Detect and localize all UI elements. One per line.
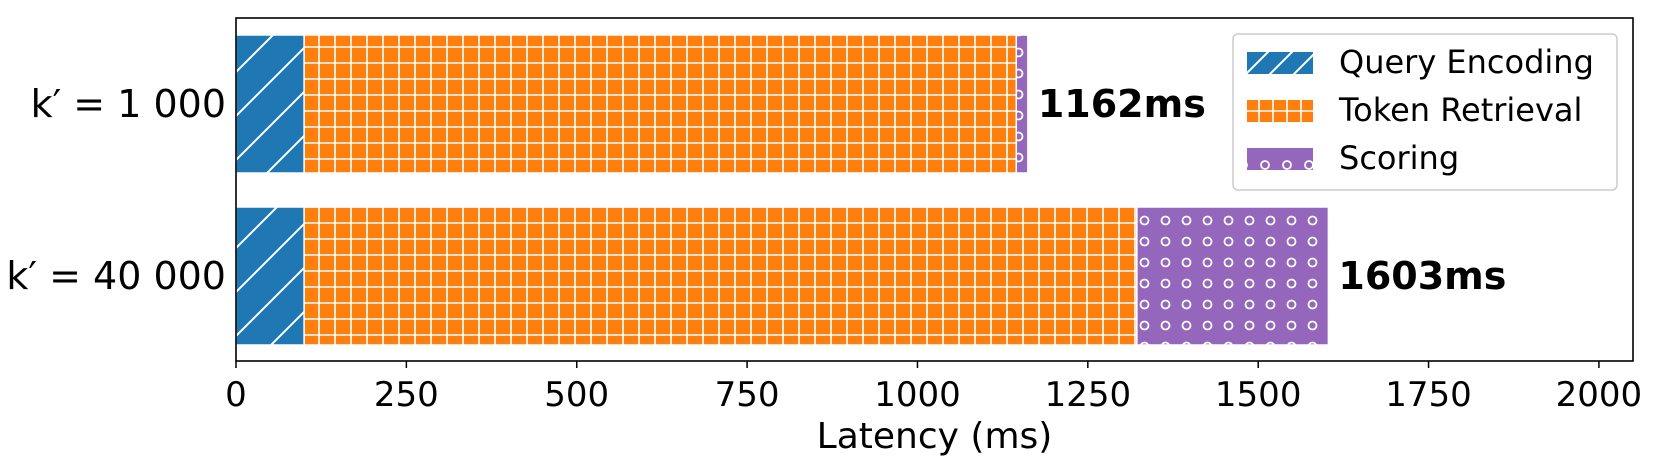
x-tick-label-7: 1750 bbox=[1385, 375, 1472, 415]
legend: Query Encoding Token Retrieval Scoring bbox=[1232, 33, 1618, 191]
legend-label-query-encoding: Query Encoding bbox=[1339, 43, 1594, 81]
bar-query-encoding-1 bbox=[235, 206, 305, 346]
legend-swatch-token-retrieval bbox=[1247, 100, 1313, 122]
legend-swatch-scoring bbox=[1247, 148, 1313, 170]
bar-scoring-0 bbox=[1015, 34, 1029, 174]
legend-swatch-query-encoding bbox=[1247, 52, 1313, 74]
bar-token-retrieval-1 bbox=[303, 206, 1138, 346]
total-label-1: 1603ms bbox=[1338, 254, 1506, 298]
bar-query-encoding-0 bbox=[235, 34, 305, 174]
category-label-0: k′ = 1 000 bbox=[31, 82, 226, 126]
legend-frame bbox=[1232, 33, 1618, 191]
legend-items: Query Encoding Token Retrieval Scoring bbox=[1247, 43, 1594, 177]
x-tick-label-6: 1500 bbox=[1215, 375, 1302, 415]
x-tick-label-2: 500 bbox=[544, 375, 609, 415]
total-labels: 1162ms 1603ms bbox=[1038, 82, 1507, 298]
category-label-1: k′ = 40 000 bbox=[6, 254, 226, 298]
bar-token-retrieval-0 bbox=[303, 34, 1018, 174]
x-axis-ticks: 0 250 500 750 1000 1250 1500 1750 2000 bbox=[225, 361, 1642, 415]
x-axis-title: Latency (ms) bbox=[817, 416, 1053, 457]
x-tick-label-4: 1000 bbox=[874, 375, 961, 415]
y-axis-categories: k′ = 1 000 k′ = 40 000 bbox=[6, 82, 226, 298]
x-tick-label-3: 750 bbox=[715, 375, 780, 415]
plot-frame bbox=[235, 17, 1634, 362]
legend-label-token-retrieval: Token Retrieval bbox=[1338, 91, 1582, 129]
legend-label-scoring: Scoring bbox=[1339, 139, 1459, 177]
x-tick-label-1: 250 bbox=[374, 375, 439, 415]
total-label-0: 1162ms bbox=[1038, 82, 1206, 126]
bar-scoring-1 bbox=[1136, 206, 1330, 346]
x-tick-label-5: 1250 bbox=[1045, 375, 1132, 415]
x-tick-label-0: 0 bbox=[225, 375, 247, 415]
x-tick-label-8: 2000 bbox=[1556, 375, 1643, 415]
bars-layer bbox=[235, 34, 1330, 346]
